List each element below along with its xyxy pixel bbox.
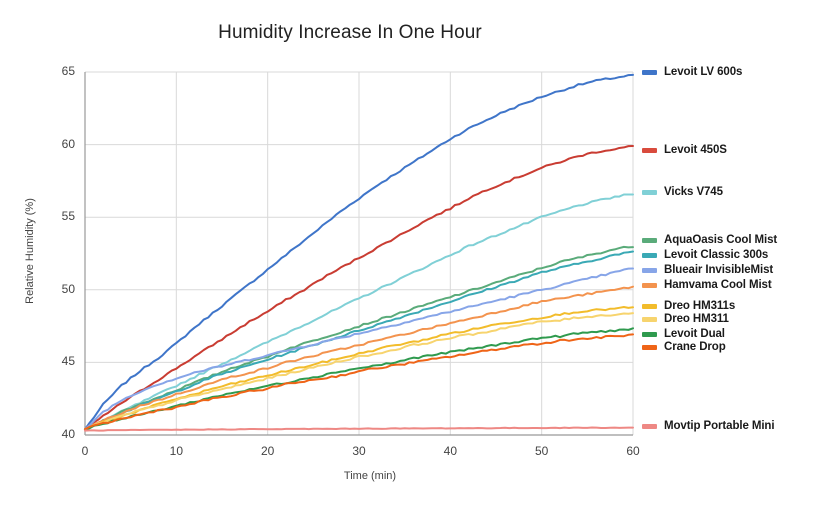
- y-axis-tick-label: 60: [61, 136, 75, 151]
- legend-color-swatch: [642, 69, 657, 75]
- y-axis-tick-label: 55: [61, 209, 75, 224]
- x-axis-title: Time (min): [343, 470, 397, 482]
- x-axis-tick-label: 30: [352, 444, 366, 458]
- legend-color-swatch: [642, 423, 657, 429]
- x-axis-tick-label: 10: [169, 444, 183, 458]
- x-axis-tick-label: 20: [260, 444, 275, 458]
- legend-item-label: Levoit 450S: [664, 144, 727, 156]
- legend-color-swatch: [642, 316, 657, 322]
- y-axis-tick-label: 65: [61, 64, 75, 78]
- legend-item-label: Dreo HM311: [664, 313, 729, 325]
- y-axis-tick-label: 40: [61, 427, 75, 441]
- legend-item-label: Movtip Portable Mini: [664, 420, 775, 432]
- series-line: [84, 426, 634, 432]
- legend-color-swatch: [642, 282, 657, 288]
- legend-item[interactable]: Dreo HM311: [642, 313, 729, 325]
- x-axis-tick-label: 40: [443, 444, 457, 458]
- legend-item[interactable]: Movtip Portable Mini: [642, 420, 775, 432]
- legend-color-swatch: [642, 189, 657, 195]
- x-axis-tick-label: 0: [81, 444, 89, 458]
- series-line: [84, 312, 634, 431]
- legend-item-label: Levoit Dual: [664, 328, 725, 340]
- legend-item[interactable]: Levoit LV 600s: [642, 66, 742, 78]
- series-line: [84, 250, 634, 431]
- legend-color-swatch: [642, 331, 657, 337]
- legend-item[interactable]: Levoit 450S: [642, 144, 727, 156]
- series-line: [84, 333, 634, 431]
- legend-item[interactable]: Dreo HM311s: [642, 300, 735, 312]
- legend-item-label: Vicks V745: [664, 186, 723, 198]
- legend-color-swatch: [642, 252, 657, 258]
- series-line: [84, 193, 634, 431]
- legend-color-swatch: [642, 147, 657, 153]
- legend-item-label: Dreo HM311s: [664, 300, 736, 312]
- legend-item[interactable]: Blueair InvisibleMist: [642, 264, 773, 276]
- legend-item[interactable]: Levoit Dual: [642, 328, 725, 340]
- legend-item-label: Crane Drop: [664, 341, 726, 353]
- series-line: [84, 73, 634, 431]
- legend-item[interactable]: Levoit Classic 300s: [642, 249, 768, 261]
- legend-color-swatch: [642, 344, 657, 350]
- legend-item[interactable]: Hamvama Cool Mist: [642, 279, 772, 291]
- legend-item[interactable]: AquaOasis Cool Mist: [642, 234, 777, 246]
- legend-item-label: Blueair InvisibleMist: [664, 264, 774, 276]
- legend-item[interactable]: Vicks V745: [642, 186, 723, 198]
- y-axis-tick-label: 45: [61, 354, 75, 369]
- legend-item-label: AquaOasis Cool Mist: [664, 234, 778, 246]
- legend-item-label: Levoit LV 600s: [664, 66, 743, 78]
- x-axis-tick-label: 60: [626, 444, 640, 458]
- series-line: [84, 144, 634, 431]
- legend-color-swatch: [642, 303, 657, 309]
- legend-item[interactable]: Crane Drop: [642, 341, 726, 353]
- y-axis-tick-label: 50: [61, 281, 75, 296]
- series-line: [84, 327, 634, 431]
- x-axis-tick-label: 50: [534, 444, 549, 458]
- legend-item-label: Levoit Classic 300s: [664, 249, 769, 261]
- legend-item-label: Hamvama Cool Mist: [664, 279, 772, 291]
- legend-color-swatch: [642, 267, 657, 273]
- legend-color-swatch: [642, 237, 657, 243]
- series-line: [84, 285, 634, 431]
- series-line: [84, 267, 634, 431]
- y-axis-title: Relative Humidity (%): [24, 198, 36, 304]
- chart-title: Humidity Increase In One Hour: [218, 22, 482, 43]
